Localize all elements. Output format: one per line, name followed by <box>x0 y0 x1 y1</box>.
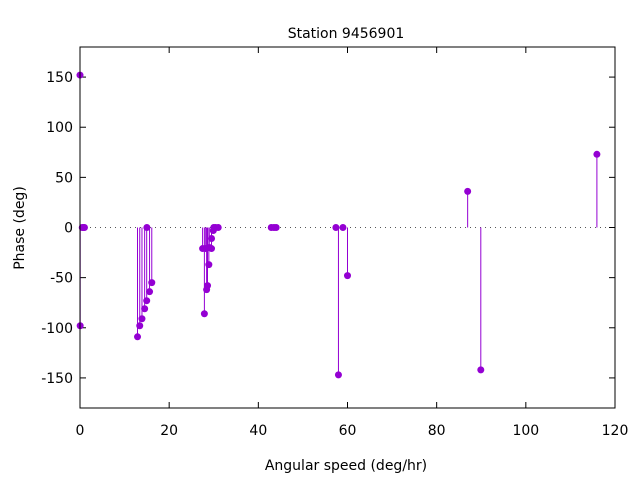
data-point-34 <box>477 366 485 374</box>
data-point-14 <box>200 310 208 318</box>
data-point-32 <box>344 272 351 280</box>
data-point-33 <box>464 187 472 195</box>
y-tick-label-1: -100 <box>41 321 73 337</box>
y-tick-label-3: 0 <box>64 221 73 237</box>
x-tick-label-0: 0 <box>76 423 85 439</box>
data-point-6 <box>136 322 144 330</box>
x-tick-label-3: 60 <box>339 423 357 439</box>
y-tick-label-2: -50 <box>50 271 73 287</box>
data-point-20 <box>208 235 216 243</box>
x-axis-label: Angular speed (deg/hr) <box>265 458 427 474</box>
data-point-4 <box>80 224 88 231</box>
y-tick-label-5: 100 <box>46 120 73 136</box>
x-tick-label-6: 120 <box>602 423 629 439</box>
data-point-7 <box>138 315 146 323</box>
y-tick-label-4: 50 <box>55 170 73 186</box>
x-tick-label-4: 80 <box>428 423 446 439</box>
data-point-30 <box>334 371 342 379</box>
y-axis-label: Phase (deg) <box>12 186 28 270</box>
data-point-21 <box>208 245 216 253</box>
data-point-29 <box>332 224 340 231</box>
data-point-17 <box>204 282 212 290</box>
y-tick-label-6: 150 <box>46 70 73 86</box>
data-point-10 <box>143 224 151 231</box>
data-point-35 <box>593 150 601 158</box>
data-point-28 <box>272 224 280 231</box>
data-point-12 <box>148 279 156 287</box>
data-point-8 <box>141 305 149 313</box>
plot-frame <box>79 46 616 409</box>
data-point-25 <box>214 224 222 231</box>
data-point-5 <box>134 333 142 341</box>
data-point-31 <box>339 224 347 231</box>
x-tick-label-2: 40 <box>249 423 267 439</box>
chart-title: Station 9456901 <box>288 26 405 42</box>
data-point-11 <box>146 288 154 296</box>
data-point-18 <box>205 261 213 269</box>
x-tick-label-1: 20 <box>160 423 178 439</box>
y-tick-label-0: -150 <box>41 371 73 387</box>
x-tick-label-5: 100 <box>512 423 539 439</box>
data-point-9 <box>143 297 151 305</box>
